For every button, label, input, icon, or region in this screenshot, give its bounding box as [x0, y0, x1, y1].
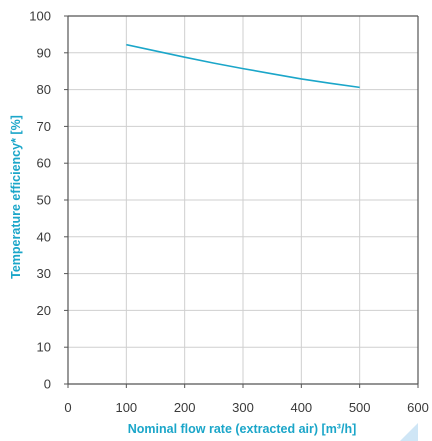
y-tick-label: 40	[37, 229, 51, 244]
y-tick-label: 70	[37, 119, 51, 134]
x-tick-label: 0	[64, 400, 71, 415]
x-tick-label: 600	[407, 400, 429, 415]
y-tick-label: 10	[37, 340, 51, 355]
x-tick-label: 100	[115, 400, 137, 415]
y-tick-label: 20	[37, 303, 51, 318]
y-tick-label: 100	[29, 9, 51, 24]
series	[126, 43, 360, 89]
x-tick-labels: 0 100 200 300 400 500 600	[64, 400, 428, 415]
x-tick-label: 300	[232, 400, 254, 415]
y-tick-label: 30	[37, 266, 51, 281]
y-tick-label: 60	[37, 156, 51, 171]
axes	[64, 15, 419, 388]
y-tick-label: 0	[44, 377, 51, 392]
x-tick-label: 500	[349, 400, 371, 415]
x-axis-title: Nominal flow rate (extracted air) [m³/h]	[128, 422, 357, 436]
y-axis-title: Temperature efficiency* [%]	[9, 115, 23, 279]
x-tick-label: 400	[290, 400, 312, 415]
corner-decoration	[400, 423, 418, 441]
x-tick-label: 200	[174, 400, 196, 415]
y-tick-label: 80	[37, 82, 51, 97]
y-tick-label: 50	[37, 193, 51, 208]
y-tick-label: 90	[37, 45, 51, 60]
series-line	[126, 43, 360, 89]
y-tick-labels: 0 10 20 30 40 50 60 70 80 90 100	[29, 9, 51, 392]
grid	[67, 15, 419, 385]
